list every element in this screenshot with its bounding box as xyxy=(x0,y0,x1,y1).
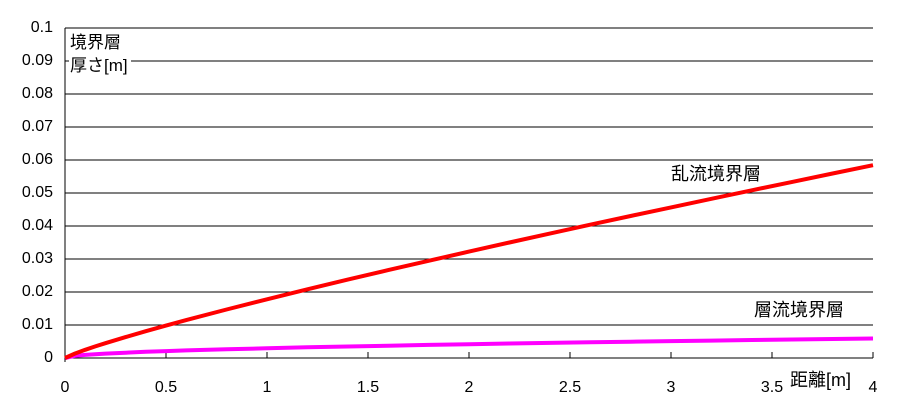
x-tick-label: 0 xyxy=(60,379,70,396)
y-tick-label: 0.02 xyxy=(21,283,53,300)
y-axis-title-line1: 境界層 xyxy=(70,33,121,52)
y-tick-label: 0.01 xyxy=(21,316,53,333)
y-tick-label: 0.06 xyxy=(21,151,53,168)
x-tick-label: 2.5 xyxy=(558,379,582,396)
series-line-turbulent xyxy=(64,163,874,360)
x-tick-label: 2 xyxy=(464,379,474,396)
x-tick-label: 0.5 xyxy=(154,379,178,396)
series-line-laminar xyxy=(64,336,874,360)
y-axis-title-line2: 厚さ[m] xyxy=(70,56,128,75)
y-tick-label: 0.04 xyxy=(21,217,53,234)
x-tick-label: 3.5 xyxy=(760,379,784,396)
x-tick-label: 3 xyxy=(666,379,676,396)
x-tick-label: 1.5 xyxy=(356,379,380,396)
y-tick-label: 0.09 xyxy=(21,52,53,69)
y-axis-title: 境界層 厚さ[m] xyxy=(69,31,131,79)
y-tick-label: 0.07 xyxy=(21,118,53,135)
x-axis-title: 距離[m] xyxy=(790,370,851,390)
y-tick-label: 0 xyxy=(44,349,53,366)
y-tick-label: 0.1 xyxy=(30,19,53,36)
series-label-laminar: 層流境界層 xyxy=(754,300,844,320)
y-tick-label: 0.08 xyxy=(21,85,53,102)
y-tick-label: 0.05 xyxy=(21,184,53,201)
x-tick-label: 4 xyxy=(868,379,878,396)
y-tick-label: 0.03 xyxy=(21,250,53,267)
x-tick-label: 1 xyxy=(262,379,272,396)
series-label-turbulent: 乱流境界層 xyxy=(671,164,761,184)
